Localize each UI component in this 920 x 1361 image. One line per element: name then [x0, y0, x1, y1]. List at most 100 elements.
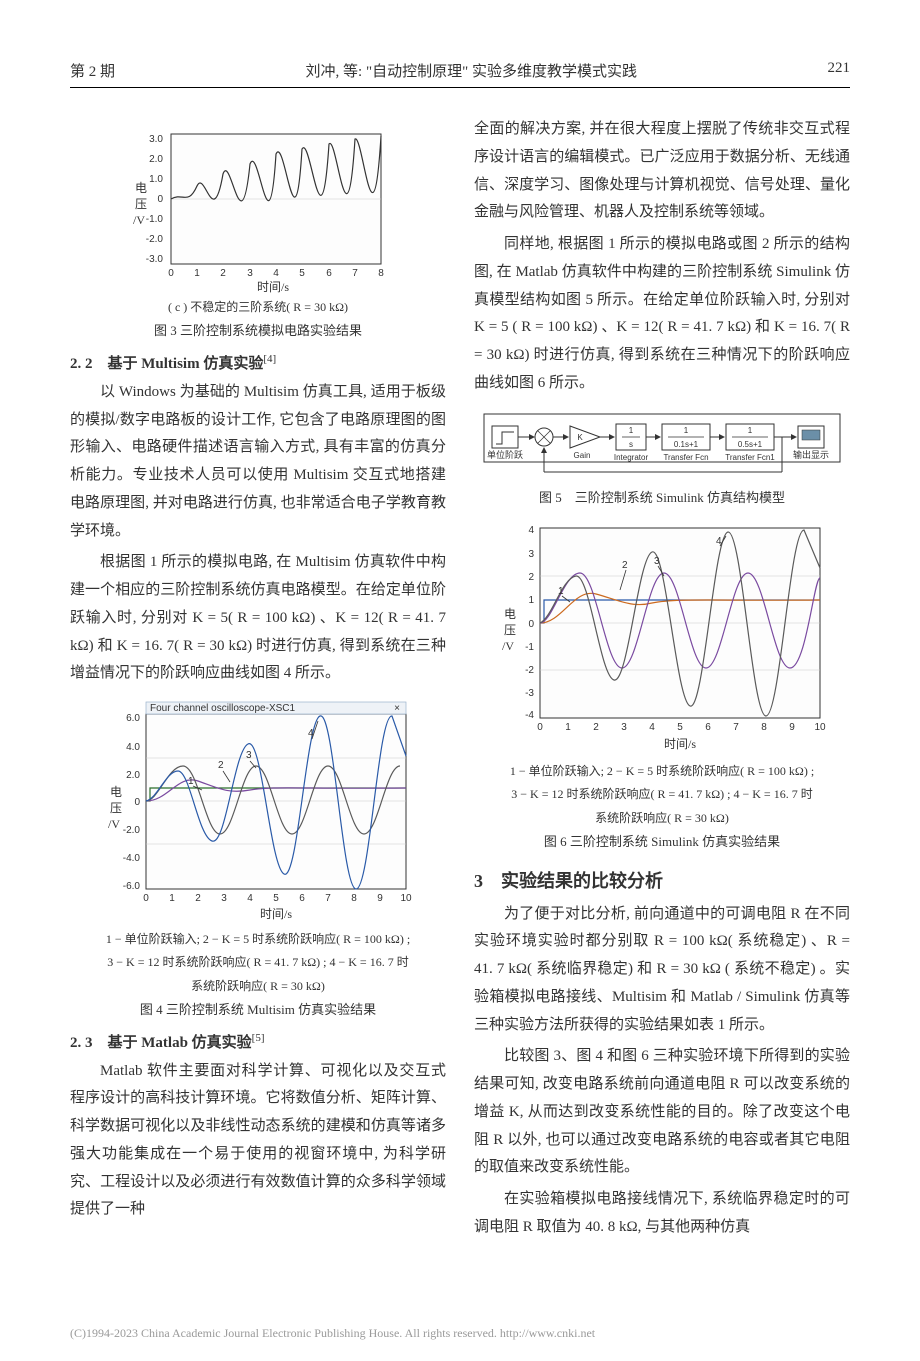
svg-text:1: 1 [748, 426, 753, 435]
fig5-title: 图 5 三阶控制系统 Simulink 仿真结构模型 [474, 488, 850, 509]
fig3-chart: 3.0 2.0 1.0 0 -1.0 -2.0 -3.0 0 1 2 3 [70, 124, 446, 342]
sec23-p1: Matlab 软件主要面对科学计算、可视化以及交互式程序设计的高科技计算环境。它… [70, 1058, 446, 1225]
svg-text:-1.0: -1.0 [146, 214, 164, 225]
header-right: 221 [828, 60, 851, 81]
sec3-p3: 在实验箱模拟电路接线情况下, 系统临界稳定时的可调电阻 R 取值为 40. 8 … [474, 1186, 850, 1242]
svg-text:-4: -4 [525, 710, 534, 721]
svg-text:8: 8 [761, 722, 767, 733]
left-column: 3.0 2.0 1.0 0 -1.0 -2.0 -3.0 0 1 2 3 [70, 116, 446, 1246]
sec3-heading: 3 实验结果的比较分析 [474, 867, 850, 893]
svg-text:3: 3 [528, 549, 534, 560]
svg-text:-2.0: -2.0 [146, 234, 164, 245]
svg-text:6: 6 [326, 268, 332, 279]
svg-text:2: 2 [593, 722, 599, 733]
svg-text:4.0: 4.0 [126, 742, 140, 753]
svg-text:0: 0 [143, 893, 149, 904]
fig6-legend3: 系统阶跃响应( R = 30 kΩ) [474, 809, 850, 828]
svg-text:-2.0: -2.0 [123, 825, 141, 836]
svg-text:-4.0: -4.0 [123, 853, 141, 864]
svg-text:0: 0 [528, 619, 534, 630]
svg-text:9: 9 [789, 722, 795, 733]
svg-text:/V: /V [133, 213, 145, 227]
svg-text:0: 0 [168, 268, 174, 279]
fig4-legend3: 系统阶跃响应( R = 30 kΩ) [70, 977, 446, 996]
svg-text:5: 5 [273, 893, 279, 904]
sec22-heading: 2. 2 基于 Multisim 仿真实验[4] [70, 352, 446, 373]
svg-text:K: K [577, 433, 583, 442]
right-p1: 全面的解决方案, 并在很大程度上摆脱了传统非交互式程序设计语言的编辑模式。已广泛… [474, 116, 850, 227]
svg-text:/V: /V [502, 639, 514, 653]
svg-text:2: 2 [218, 760, 224, 771]
svg-text:单位阶跃: 单位阶跃 [487, 449, 523, 460]
svg-text:9: 9 [377, 893, 383, 904]
svg-text:压: 压 [135, 197, 147, 211]
fig5-diagram: 单位阶跃 K Gain 1 [474, 406, 850, 509]
svg-text:5: 5 [299, 268, 305, 279]
svg-text:0: 0 [157, 194, 163, 205]
svg-text:3.0: 3.0 [149, 134, 163, 145]
svg-text:0.5s+1: 0.5s+1 [738, 440, 763, 449]
svg-text:时间/s: 时间/s [664, 737, 696, 751]
svg-text:1: 1 [528, 595, 534, 606]
svg-text:4: 4 [273, 268, 279, 279]
svg-text:10: 10 [814, 722, 826, 733]
svg-text:1: 1 [558, 586, 564, 597]
svg-text:3: 3 [246, 750, 252, 761]
svg-text:1: 1 [684, 426, 689, 435]
svg-text:-3.0: -3.0 [146, 254, 164, 265]
fig3-title: 图 3 三阶控制系统模拟电路实验结果 [70, 321, 446, 342]
svg-text:2: 2 [220, 268, 226, 279]
svg-text:6: 6 [299, 893, 305, 904]
sec23-heading: 2. 3 基于 Matlab 仿真实验[5] [70, 1031, 446, 1052]
svg-text:7: 7 [733, 722, 739, 733]
svg-text:0: 0 [537, 722, 543, 733]
svg-text:Transfer Fcn1: Transfer Fcn1 [725, 453, 775, 462]
fig4-title: 图 4 三阶控制系统 Multisim 仿真实验结果 [70, 1000, 446, 1021]
fig4-legend2: 3 − K = 12 时系统阶跃响应( R = 41. 7 kΩ) ; 4 − … [70, 953, 446, 972]
svg-text:输出显示: 输出显示 [793, 449, 829, 460]
sec22-p2: 根据图 1 所示的模拟电路, 在 Multisim 仿真软件中构建一个相应的三阶… [70, 549, 446, 688]
svg-text:10: 10 [400, 893, 412, 904]
svg-text:Gain: Gain [574, 451, 591, 460]
fig6-legend1: 1 − 单位阶跃输入; 2 − K = 5 时系统阶跃响应( R = 100 k… [474, 762, 850, 781]
right-p2: 同样地, 根据图 1 所示的模拟电路或图 2 所示的结构图, 在 Matlab … [474, 231, 850, 398]
svg-text:3: 3 [221, 893, 227, 904]
svg-text:4: 4 [716, 536, 722, 547]
svg-text:时间/s: 时间/s [260, 907, 292, 921]
svg-text:4: 4 [247, 893, 253, 904]
svg-text:4: 4 [308, 728, 314, 739]
svg-text:2: 2 [622, 560, 628, 571]
sec3-p1: 为了便于对比分析, 前向通道中的可调电阻 R 在不同实验环境实验时都分别取 R … [474, 901, 850, 1040]
svg-text:8: 8 [351, 893, 357, 904]
svg-text:3: 3 [654, 556, 660, 567]
fig4-chart: Four channel oscilloscope-XSC1 × 6.0 4.0… [70, 696, 446, 1020]
svg-text:2: 2 [195, 893, 201, 904]
svg-text:2.0: 2.0 [149, 154, 163, 165]
fig6-title: 图 6 三阶控制系统 Simulink 仿真实验结果 [474, 832, 850, 853]
svg-text:1: 1 [565, 722, 571, 733]
svg-text:Integrator: Integrator [614, 453, 649, 462]
svg-text:3: 3 [247, 268, 253, 279]
right-column: 全面的解决方案, 并在很大程度上摆脱了传统非交互式程序设计语言的编辑模式。已广泛… [474, 116, 850, 1246]
svg-text:4: 4 [528, 525, 534, 536]
sec22-p1: 以 Windows 为基础的 Multisim 仿真工具, 适用于板级的模拟/数… [70, 379, 446, 546]
svg-text:-6.0: -6.0 [123, 881, 141, 892]
svg-text:1.0: 1.0 [149, 174, 163, 185]
page-header: 第 2 期 刘冲, 等: "自动控制原理" 实验多维度教学模式实践 221 [70, 60, 850, 88]
fig3-sub: ( c ) 不稳定的三阶系统( R = 30 kΩ) [70, 298, 446, 317]
header-center: 刘冲, 等: "自动控制原理" 实验多维度教学模式实践 [306, 60, 637, 81]
svg-text:3: 3 [621, 722, 627, 733]
svg-text:0: 0 [134, 797, 140, 808]
svg-text:4: 4 [649, 722, 655, 733]
page-footer: (C)1994-2023 China Academic Journal Elec… [0, 1326, 920, 1361]
svg-text:7: 7 [325, 893, 331, 904]
svg-text:0.1s+1: 0.1s+1 [674, 440, 699, 449]
sec3-p2: 比较图 3、图 4 和图 6 三种实验环境下所得到的实验结果可知, 改变电路系统… [474, 1043, 850, 1182]
svg-text:电: 电 [504, 607, 516, 621]
svg-text:6: 6 [705, 722, 711, 733]
fig6-chart: 4 3 2 1 0 -1 -2 -3 -4 0 1 2 3 [474, 518, 850, 852]
svg-text:Transfer Fcn: Transfer Fcn [663, 453, 708, 462]
fig6-legend2: 3 − K = 12 时系统阶跃响应( R = 41. 7 kΩ) ; 4 − … [474, 785, 850, 804]
svg-text:压: 压 [110, 801, 122, 815]
svg-text:电: 电 [110, 785, 122, 799]
